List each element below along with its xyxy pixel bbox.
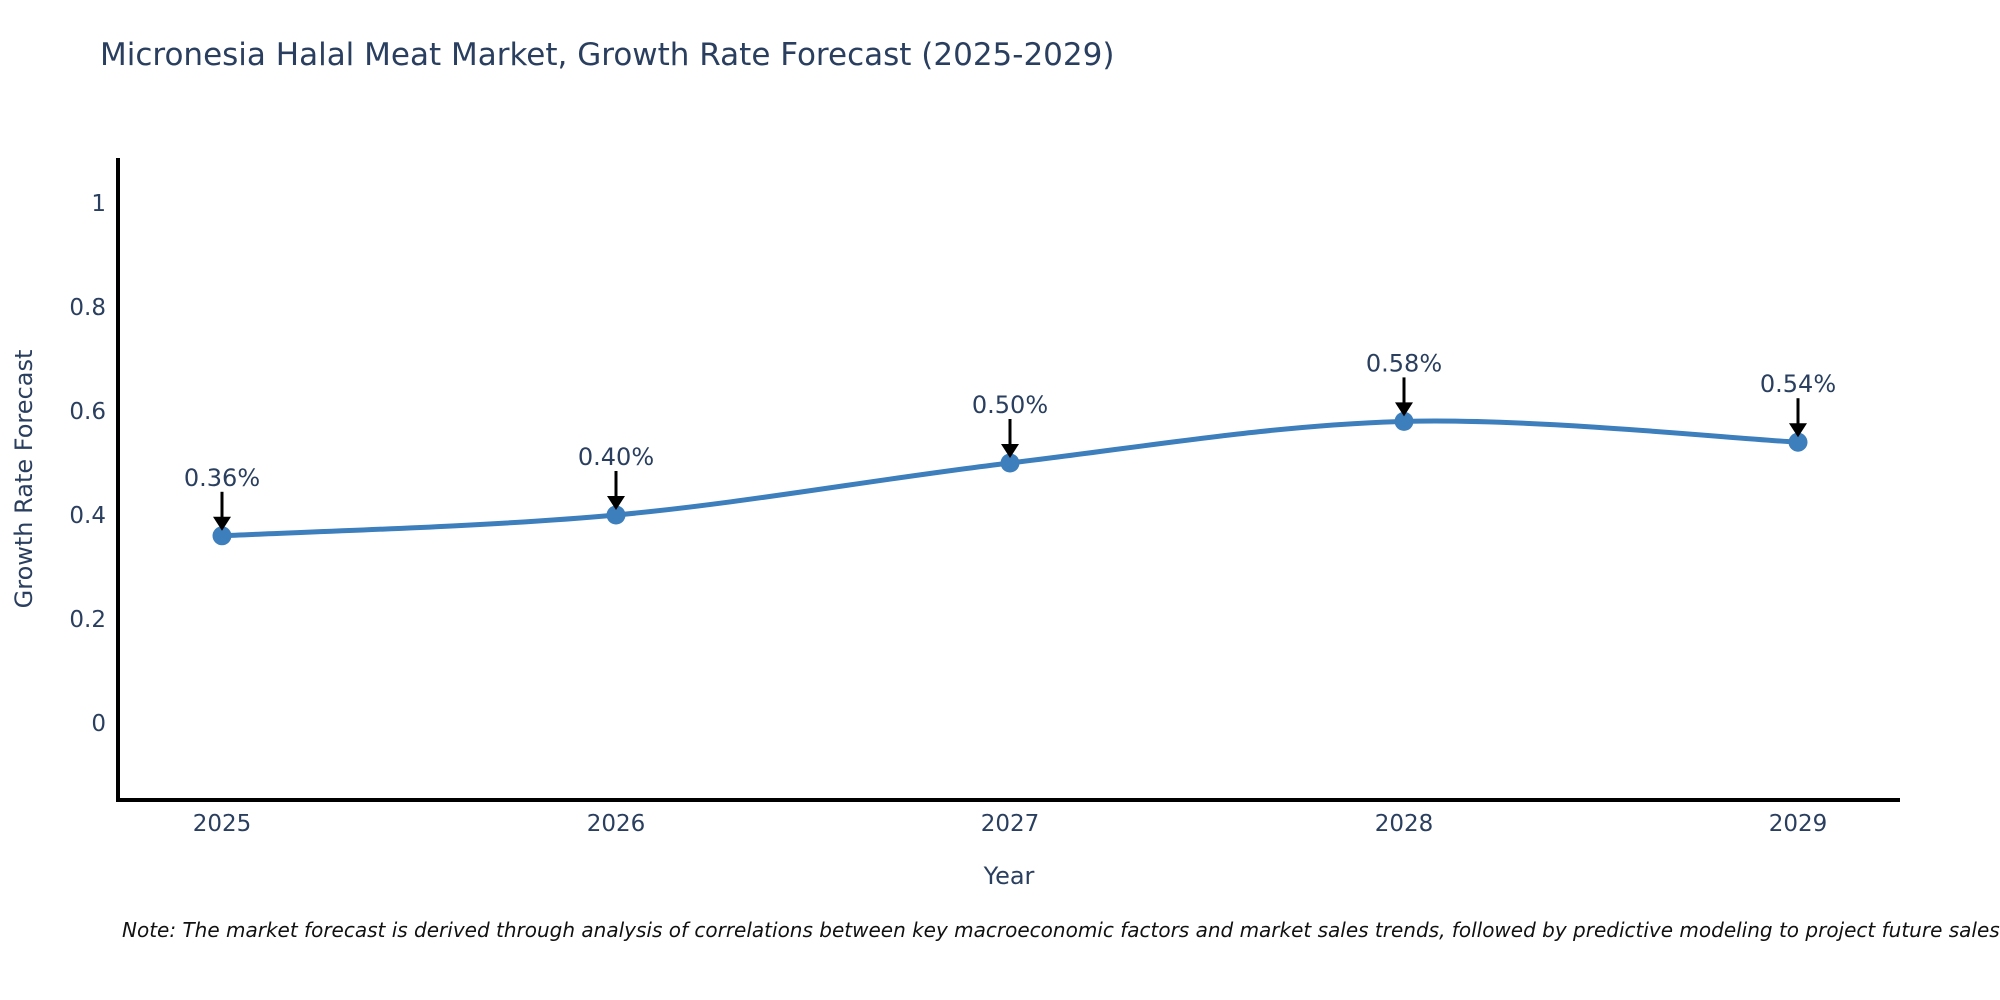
y-tick-label: 0.2 (69, 607, 106, 633)
data-point-2026 (606, 505, 626, 525)
point-value-label: 0.50% (972, 391, 1048, 419)
point-value-label: 0.58% (1366, 349, 1442, 377)
annotation-arrowhead-icon (1001, 444, 1019, 458)
annotation-arrowhead-icon (1789, 423, 1807, 438)
point-value-label: 0.40% (578, 443, 654, 471)
x-tick-label: 2026 (587, 811, 646, 837)
data-point-2028 (1394, 411, 1414, 431)
y-tick-label: 0.8 (69, 295, 106, 321)
y-tick-label: 0.6 (69, 399, 106, 425)
y-axis-title: Growth Rate Forecast (10, 350, 38, 609)
annotation-arrowhead-icon (213, 516, 231, 531)
footnote: Note: The market forecast is derived thr… (122, 918, 2000, 942)
annotation-arrowhead-icon (607, 496, 625, 510)
y-tick-label: 1 (91, 191, 106, 217)
x-axis-title: Year (983, 862, 1035, 890)
y-tick-label: 0.4 (69, 503, 106, 529)
chart-title: Micronesia Halal Meat Market, Growth Rat… (100, 37, 1115, 73)
data-point-2027 (1000, 453, 1020, 473)
x-tick-label: 2029 (1769, 811, 1828, 837)
y-tick-label: 0 (91, 711, 106, 737)
annotation-arrowhead-icon (1395, 402, 1413, 417)
point-value-label: 0.36% (184, 464, 260, 492)
x-tick-label: 2025 (193, 811, 252, 837)
data-point-2029 (1788, 432, 1808, 452)
x-tick-label: 2027 (981, 811, 1040, 837)
data-point-2025 (212, 526, 232, 546)
x-tick-label: 2028 (1375, 811, 1434, 837)
point-value-label: 0.54% (1760, 370, 1836, 398)
